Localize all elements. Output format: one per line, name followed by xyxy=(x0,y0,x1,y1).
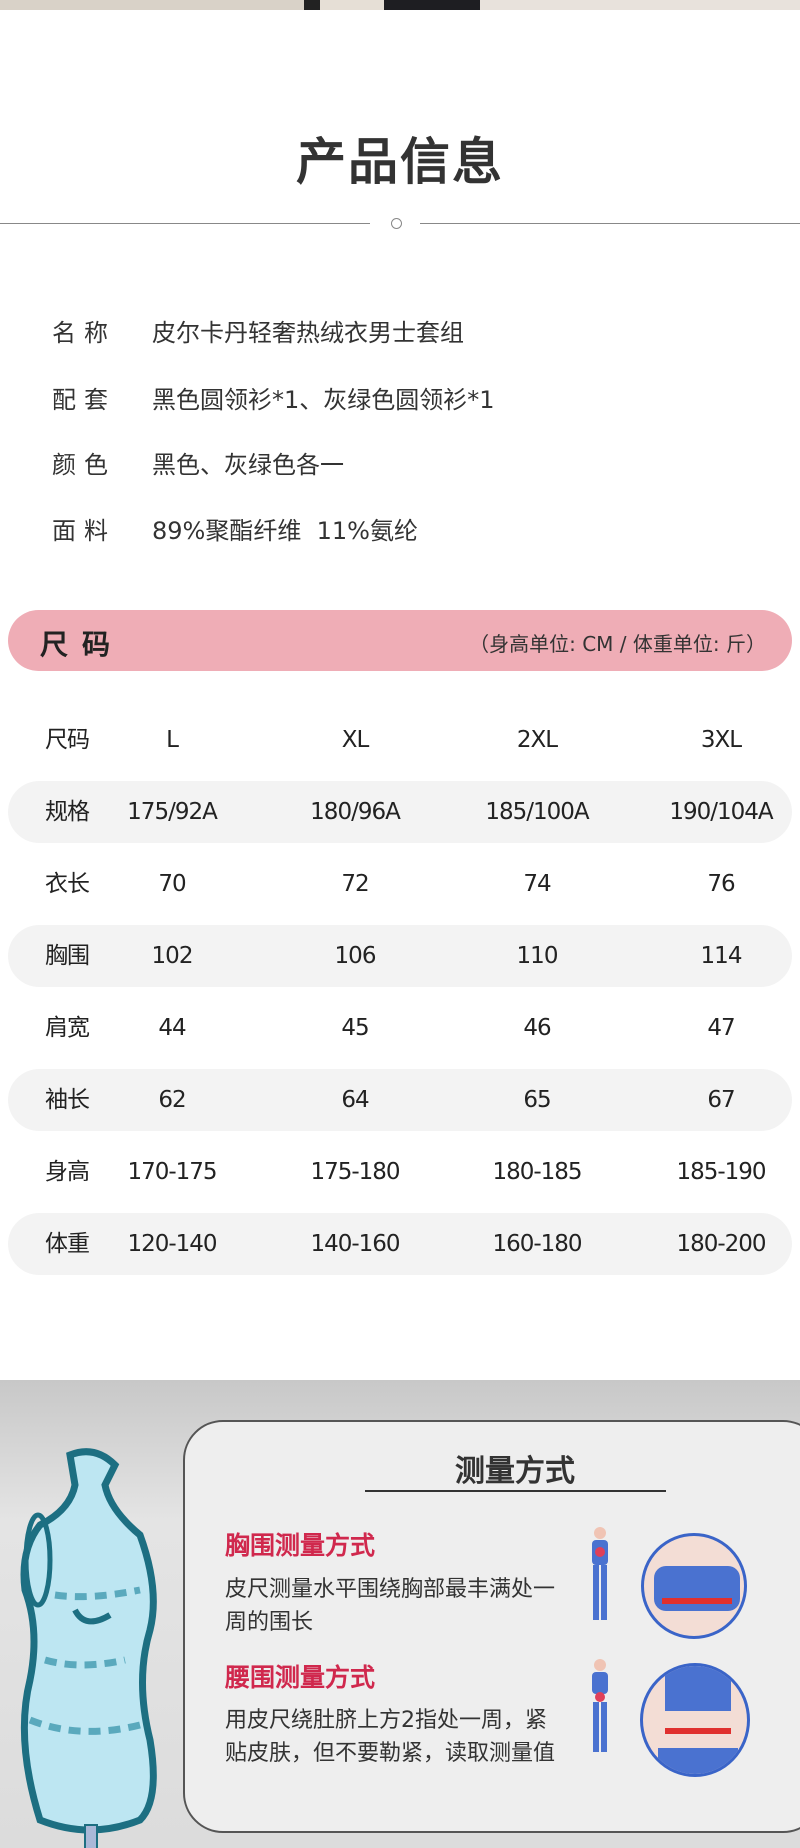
table-cell: 64 xyxy=(341,1087,369,1113)
chest-measure-title: 胸围测量方式 xyxy=(225,1531,376,1560)
table-cell: 47 xyxy=(707,1015,735,1041)
mannequin-icon xyxy=(20,1448,157,1848)
table-cell: 110 xyxy=(516,943,559,969)
info-label: 名称 xyxy=(52,319,116,347)
table-cell: 2XL xyxy=(516,727,558,753)
row-label: 身高 xyxy=(45,1159,90,1185)
table-cell: 140-160 xyxy=(310,1231,400,1257)
waist-measure-title: 腰围测量方式 xyxy=(225,1663,376,1692)
info-value: 黑色圆领衫*1、灰绿色圆领衫*1 xyxy=(152,386,495,414)
table-cell: 72 xyxy=(341,871,369,897)
table-cell: 185-190 xyxy=(676,1159,766,1185)
table-cell: 180-185 xyxy=(492,1159,582,1185)
chest-measure-text: 皮尺测量水平围绕胸部最丰满处一周的围长 xyxy=(225,1577,556,1635)
info-label: 配套 xyxy=(52,386,116,414)
table-cell: 102 xyxy=(151,943,194,969)
size-section-header: 尺码 （身高单位: CM / 体重单位: 斤） xyxy=(8,610,792,671)
measure-title-underline xyxy=(365,1490,666,1492)
chest-figure-icon xyxy=(592,1527,608,1620)
info-value: 89%聚酯纤维 11%氨纶 xyxy=(152,517,418,545)
table-header-row: 尺码 L XL 2XL 3XL xyxy=(8,709,792,771)
table-cell: 62 xyxy=(158,1087,186,1113)
table-cell: 45 xyxy=(341,1015,369,1041)
table-row: 体重 120-140 140-160 160-180 180-200 xyxy=(8,1213,792,1275)
page-title: 产品信息 xyxy=(296,133,504,191)
table-cell: 180/96A xyxy=(310,799,401,825)
info-row-name: 名称 皮尔卡丹轻奢热绒衣男士套组 xyxy=(52,313,464,348)
measure-title: 测量方式 xyxy=(455,1454,575,1489)
table-cell: 185/100A xyxy=(485,799,589,825)
table-cell: 3XL xyxy=(700,727,742,753)
table-row: 胸围 102 106 110 114 xyxy=(8,925,792,987)
divider-circle-icon xyxy=(391,218,402,229)
table-cell: 65 xyxy=(523,1087,551,1113)
table-cell: 44 xyxy=(158,1015,186,1041)
product-photo-strip xyxy=(0,0,800,10)
row-label: 规格 xyxy=(45,799,90,825)
table-row: 肩宽 44 45 46 47 xyxy=(8,997,792,1059)
table-cell: 175/92A xyxy=(127,799,218,825)
table-cell: 175-180 xyxy=(310,1159,400,1185)
table-row: 袖长 62 64 65 67 xyxy=(8,1069,792,1131)
info-row-fabric: 面料 89%聚酯纤维 11%氨纶 xyxy=(52,511,418,546)
waist-figure-icon xyxy=(592,1659,608,1752)
table-cell: 160-180 xyxy=(492,1231,582,1257)
table-cell: 190/104A xyxy=(669,799,773,825)
divider-right xyxy=(420,223,800,224)
info-label: 面料 xyxy=(52,517,116,545)
chest-detail-icon xyxy=(641,1533,747,1639)
table-row: 衣长 70 72 74 76 xyxy=(8,853,792,915)
info-row-color: 颜色 黑色、灰绿色各一 xyxy=(52,445,344,480)
divider-left xyxy=(0,223,370,224)
table-cell: 67 xyxy=(707,1087,735,1113)
info-label: 颜色 xyxy=(52,451,116,479)
row-label: 胸围 xyxy=(45,943,90,969)
info-value: 皮尔卡丹轻奢热绒衣男士套组 xyxy=(152,319,464,347)
row-label: 袖长 xyxy=(45,1087,90,1113)
table-cell: 76 xyxy=(707,871,735,897)
table-cell: XL xyxy=(341,727,370,753)
table-cell: 114 xyxy=(700,943,743,969)
row-label: 衣长 xyxy=(45,871,90,897)
table-cell: 46 xyxy=(523,1015,551,1041)
table-row: 身高 170-175 175-180 180-185 185-190 xyxy=(8,1141,792,1203)
row-label: 体重 xyxy=(45,1231,90,1257)
waist-detail-icon xyxy=(640,1663,750,1777)
table-cell: 170-175 xyxy=(127,1159,217,1185)
row-label: 尺码 xyxy=(45,727,90,753)
waist-measure-text: 用皮尺绕肚脐上方2指处一周，紧贴皮肤，但不要勒紧，读取测量值 xyxy=(225,1708,556,1766)
table-cell: 120-140 xyxy=(127,1231,217,1257)
size-section-title: 尺码 xyxy=(40,628,125,661)
table-cell: 106 xyxy=(334,943,377,969)
table-cell: L xyxy=(166,727,179,753)
table-cell: 74 xyxy=(523,871,551,897)
table-cell: 180-200 xyxy=(676,1231,766,1257)
info-row-set: 配套 黑色圆领衫*1、灰绿色圆领衫*1 xyxy=(52,380,495,415)
table-row: 规格 175/92A 180/96A 185/100A 190/104A xyxy=(8,781,792,843)
info-value: 黑色、灰绿色各一 xyxy=(152,451,344,479)
row-label: 肩宽 xyxy=(45,1015,90,1041)
table-cell: 70 xyxy=(158,871,186,897)
unit-note: （身高单位: CM / 体重单位: 斤） xyxy=(469,632,766,656)
